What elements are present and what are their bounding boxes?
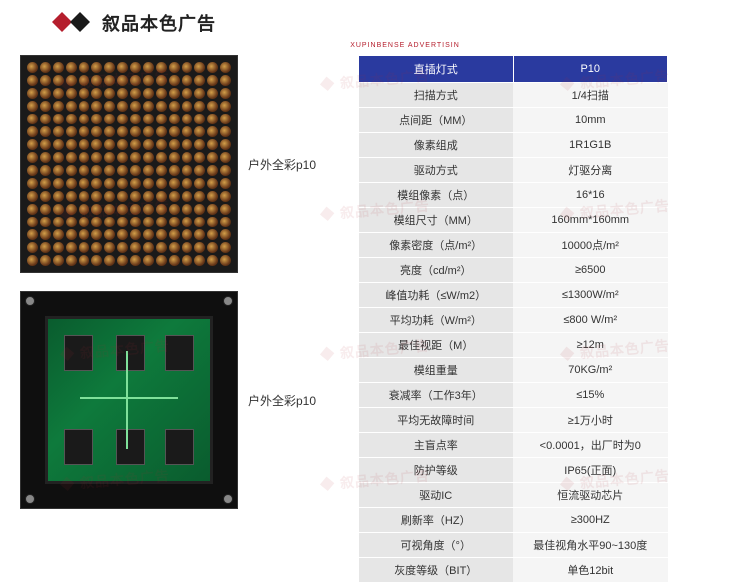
spec-table: 直插灯式 P10 扫描方式1/4扫描点间距（MM）10mm像素组成1R1G1B驱… [358, 55, 668, 583]
table-row: 像素密度（点/m²）10000点/m² [359, 233, 668, 258]
spec-value: ≥1万小时 [513, 408, 668, 433]
led-module-front-image [20, 55, 238, 273]
spec-label: 点间距（MM） [359, 108, 514, 133]
product-front-caption: 户外全彩p10 [248, 156, 316, 173]
table-header-right: P10 [513, 56, 668, 83]
content-area: 户外全彩p10 户外全彩p10 直插灯式 P10 [20, 55, 730, 583]
spec-label: 主盲点率 [359, 433, 514, 458]
spec-label: 可视角度（°） [359, 533, 514, 558]
table-row: 主盲点率<0.0001，出厂时为0 [359, 433, 668, 458]
spec-label: 扫描方式 [359, 83, 514, 108]
spec-label: 刷新率（HZ） [359, 508, 514, 533]
spec-label: 衰减率（工作3年） [359, 383, 514, 408]
spec-label: 最佳视距（M） [359, 333, 514, 358]
spec-label: 平均功耗（W/m²） [359, 308, 514, 333]
logo: 叙品本色广告 [50, 10, 730, 36]
spec-value: ≤15% [513, 383, 668, 408]
table-row: 驱动IC恒流驱动芯片 [359, 483, 668, 508]
spec-label: 防护等级 [359, 458, 514, 483]
spec-value: ≥6500 [513, 258, 668, 283]
products-column: 户外全彩p10 户外全彩p10 [20, 55, 340, 583]
table-row: 最佳视距（M）≥12m [359, 333, 668, 358]
spec-label: 驱动IC [359, 483, 514, 508]
spec-value: 1R1G1B [513, 133, 668, 158]
spec-label: 像素组成 [359, 133, 514, 158]
table-row: 灰度等级（BIT）单色12bit [359, 558, 668, 583]
brand-diamond-icon [50, 10, 96, 36]
table-row: 平均无故障时间≥1万小时 [359, 408, 668, 433]
spec-value: 70KG/m² [513, 358, 668, 383]
table-row: 模组尺寸（MM）160mm*160mm [359, 208, 668, 233]
table-row: 模组像素（点）16*16 [359, 183, 668, 208]
product-front: 户外全彩p10 [20, 55, 340, 273]
table-row: 峰值功耗（≤W/m2）≤1300W/m² [359, 283, 668, 308]
table-header-left: 直插灯式 [359, 56, 514, 83]
table-row: 驱动方式灯驱分离 [359, 158, 668, 183]
logo-subtext: XUPINBENSE ADVERTISIN [80, 42, 730, 49]
spec-value: ≥12m [513, 333, 668, 358]
table-header-row: 直插灯式 P10 [359, 56, 668, 83]
led-module-back-image [20, 291, 238, 509]
pcb-board [45, 316, 213, 484]
product-back: 户外全彩p10 [20, 291, 340, 509]
logo-text: 叙品本色广告 [102, 10, 216, 36]
spec-value: 最佳视角水平90~130度 [513, 533, 668, 558]
spec-value: ≤1300W/m² [513, 283, 668, 308]
table-row: 点间距（MM）10mm [359, 108, 668, 133]
spec-value: IP65(正面) [513, 458, 668, 483]
spec-label: 峰值功耗（≤W/m2） [359, 283, 514, 308]
table-row: 防护等级IP65(正面) [359, 458, 668, 483]
table-row: 像素组成1R1G1B [359, 133, 668, 158]
spec-label: 驱动方式 [359, 158, 514, 183]
spec-value: <0.0001，出厂时为0 [513, 433, 668, 458]
spec-value: 10mm [513, 108, 668, 133]
spec-value: 1/4扫描 [513, 83, 668, 108]
spec-value: 灯驱分离 [513, 158, 668, 183]
table-row: 亮度（cd/m²）≥6500 [359, 258, 668, 283]
product-back-caption: 户外全彩p10 [248, 392, 316, 409]
spec-label: 灰度等级（BIT） [359, 558, 514, 583]
spec-value: 恒流驱动芯片 [513, 483, 668, 508]
spec-label: 模组像素（点） [359, 183, 514, 208]
spec-value: 160mm*160mm [513, 208, 668, 233]
table-row: 平均功耗（W/m²）≤800 W/m² [359, 308, 668, 333]
spec-label: 平均无故障时间 [359, 408, 514, 433]
spec-value: 16*16 [513, 183, 668, 208]
table-row: 刷新率（HZ）≥300HZ [359, 508, 668, 533]
spec-label: 模组尺寸（MM） [359, 208, 514, 233]
table-row: 衰减率（工作3年）≤15% [359, 383, 668, 408]
spec-label: 像素密度（点/m²） [359, 233, 514, 258]
spec-value: 单色12bit [513, 558, 668, 583]
spec-value: ≤800 W/m² [513, 308, 668, 333]
page-root: 叙品本色广告 XUPINBENSE ADVERTISIN 户外全彩p10 [0, 0, 750, 560]
table-row: 可视角度（°）最佳视角水平90~130度 [359, 533, 668, 558]
spec-value: 10000点/m² [513, 233, 668, 258]
spec-label: 亮度（cd/m²） [359, 258, 514, 283]
spec-value: ≥300HZ [513, 508, 668, 533]
table-row: 扫描方式1/4扫描 [359, 83, 668, 108]
table-row: 模组重量70KG/m² [359, 358, 668, 383]
spec-label: 模组重量 [359, 358, 514, 383]
